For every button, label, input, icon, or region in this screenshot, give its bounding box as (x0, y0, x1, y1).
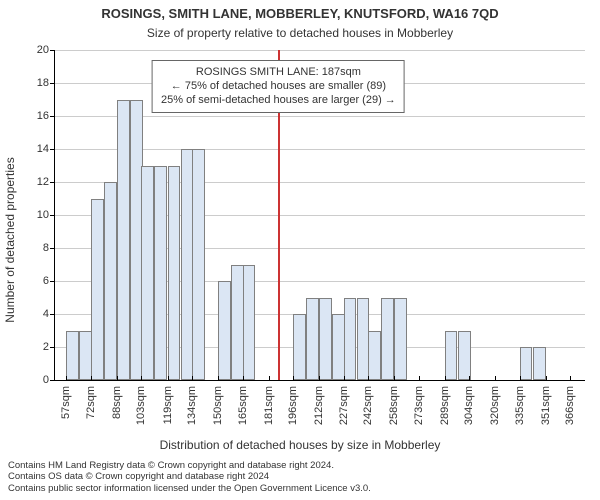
y-tick-label: 20 (37, 44, 55, 56)
y-tick-label: 8 (43, 242, 55, 254)
y-axis-label: Number of detached properties (3, 157, 17, 322)
x-tick-label: 119sqm (162, 386, 174, 424)
x-tick (469, 376, 470, 381)
histogram-bar (218, 281, 231, 380)
y-tick-label: 18 (37, 77, 55, 89)
x-tick-label: 88sqm (111, 386, 123, 419)
y-tick-label: 6 (43, 275, 55, 287)
x-axis-label: Distribution of detached houses by size … (0, 438, 600, 452)
annotation-box: ROSINGS SMITH LANE: 187sqm← 75% of detac… (152, 60, 405, 113)
x-tick-label: 335sqm (514, 386, 526, 425)
x-tick (218, 376, 219, 381)
histogram-bar (293, 314, 306, 380)
x-tick (344, 376, 345, 381)
x-tick (368, 376, 369, 381)
histogram-bar (243, 265, 256, 381)
x-tick (66, 376, 67, 381)
x-tick (269, 376, 270, 381)
x-tick-label: 366sqm (564, 386, 576, 425)
x-tick-label: 258sqm (388, 386, 400, 425)
histogram-bar (117, 100, 130, 381)
histogram-bar (168, 166, 181, 381)
histogram-bar (368, 331, 381, 381)
y-tick-label: 12 (37, 176, 55, 188)
histogram-bar (192, 149, 205, 380)
histogram-bar (445, 331, 458, 381)
histogram-bar (306, 298, 319, 381)
chart-container: ROSINGS, SMITH LANE, MOBBERLEY, KNUTSFOR… (0, 0, 600, 500)
plot-area: 0246810121416182057sqm72sqm88sqm103sqm11… (54, 50, 585, 381)
histogram-bar (141, 166, 154, 381)
histogram-bar (319, 298, 332, 381)
x-tick (445, 376, 446, 381)
x-tick (319, 376, 320, 381)
x-tick (141, 376, 142, 381)
y-tick-label: 14 (37, 143, 55, 155)
x-tick-label: 304sqm (463, 386, 475, 425)
histogram-bar (381, 298, 394, 381)
histogram-bar (91, 199, 104, 381)
x-tick (192, 376, 193, 381)
gridline (55, 50, 585, 51)
x-tick-label: 289sqm (439, 386, 451, 425)
x-tick-label: 227sqm (338, 386, 350, 425)
x-tick (520, 376, 521, 381)
copyright-line: Contains OS data © Crown copyright and d… (8, 471, 371, 482)
x-tick-label: 57sqm (60, 386, 72, 419)
chart-subtitle: Size of property relative to detached ho… (0, 26, 600, 40)
x-tick-label: 320sqm (489, 386, 501, 425)
histogram-bar (394, 298, 407, 381)
x-tick-label: 165sqm (237, 386, 249, 425)
x-tick-label: 103sqm (135, 386, 147, 425)
y-tick-label: 0 (43, 374, 55, 386)
x-tick-label: 196sqm (287, 386, 299, 425)
x-tick-label: 150sqm (212, 386, 224, 425)
y-tick-label: 4 (43, 308, 55, 320)
annotation-line: 25% of semi-detached houses are larger (… (161, 93, 396, 107)
histogram-bar (154, 166, 167, 381)
copyright-line: Contains HM Land Registry data © Crown c… (8, 460, 371, 471)
x-tick-label: 273sqm (413, 386, 425, 425)
x-tick (243, 376, 244, 381)
x-tick (394, 376, 395, 381)
x-tick (570, 376, 571, 381)
copyright-notice: Contains HM Land Registry data © Crown c… (8, 460, 371, 494)
y-tick-label: 2 (43, 341, 55, 353)
histogram-bar (66, 331, 79, 381)
x-tick (168, 376, 169, 381)
x-tick-label: 181sqm (263, 386, 275, 425)
chart-title: ROSINGS, SMITH LANE, MOBBERLEY, KNUTSFOR… (0, 6, 600, 21)
x-tick (546, 376, 547, 381)
x-tick (495, 376, 496, 381)
histogram-bar (104, 182, 117, 380)
y-tick-label: 16 (37, 110, 55, 122)
annotation-line: ROSINGS SMITH LANE: 187sqm (161, 65, 396, 79)
x-tick-label: 72sqm (85, 386, 97, 419)
x-tick-label: 212sqm (313, 386, 325, 425)
x-tick-label: 351sqm (540, 386, 552, 425)
histogram-bar (520, 347, 533, 380)
histogram-bar (458, 331, 471, 381)
histogram-bar (344, 298, 357, 381)
x-tick (293, 376, 294, 381)
annotation-line: ← 75% of detached houses are smaller (89… (161, 79, 396, 93)
histogram-bar (533, 347, 546, 380)
x-tick (117, 376, 118, 381)
x-tick-label: 134sqm (186, 386, 198, 425)
x-tick (419, 376, 420, 381)
copyright-line: Contains public sector information licen… (8, 483, 371, 494)
x-tick-label: 242sqm (362, 386, 374, 425)
y-tick-label: 10 (37, 209, 55, 221)
x-tick (91, 376, 92, 381)
